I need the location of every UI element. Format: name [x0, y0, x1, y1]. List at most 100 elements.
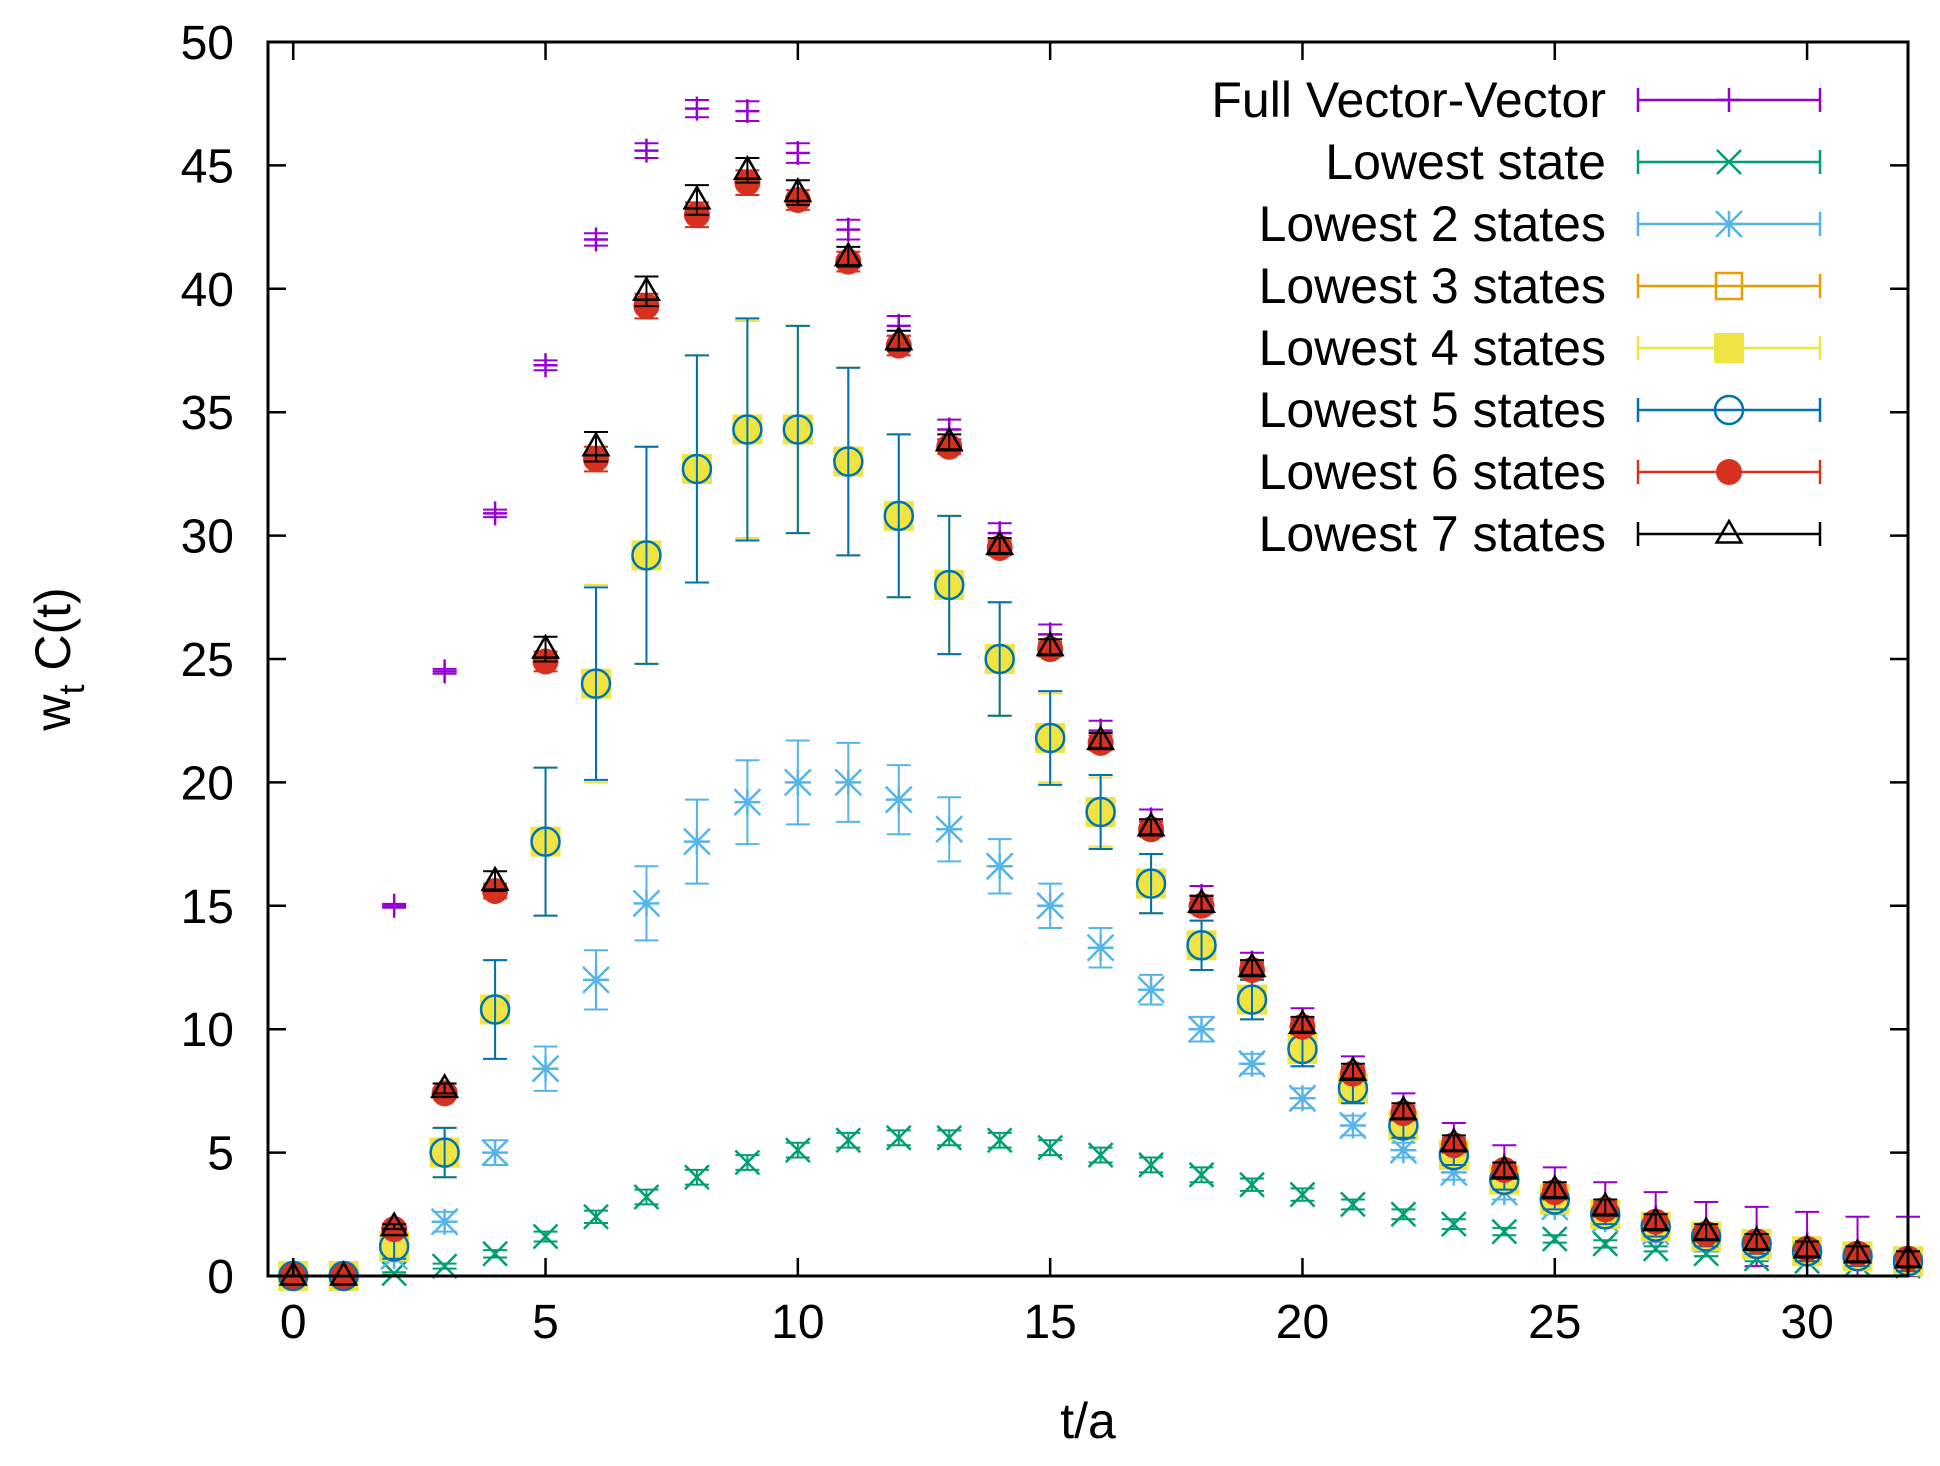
legend-entry-6: Lowest 5 states [1259, 382, 1822, 438]
data-point [479, 994, 511, 1025]
data-point [1338, 1055, 1368, 1081]
data-point [1592, 1231, 1619, 1257]
data-point [1036, 891, 1065, 920]
legend-label: Lowest 4 states [1259, 320, 1606, 376]
data-point [1843, 1238, 1873, 1264]
legend-entry-3: Lowest 2 states [1259, 196, 1822, 252]
legend-label: Lowest 2 states [1259, 196, 1606, 252]
data-point [634, 138, 659, 163]
legend-entry-4: Lowest 3 states [1259, 258, 1822, 314]
data-point [1136, 811, 1166, 837]
series-8 [278, 154, 1923, 1286]
data-point [1187, 887, 1217, 914]
data-point [631, 540, 662, 571]
x-tick-label: 30 [1780, 1296, 1833, 1349]
data-point [1086, 933, 1115, 962]
error-bar [836, 366, 861, 557]
legend-entry-7: Lowest 6 states [1259, 444, 1822, 500]
error-bar [886, 433, 911, 599]
data-point [580, 668, 612, 699]
data-point [1037, 1134, 1064, 1161]
data-point [833, 446, 864, 477]
error-bar [785, 324, 810, 535]
data-point [430, 1207, 459, 1236]
y-tick-label: 45 [181, 140, 234, 193]
data-point [682, 184, 712, 210]
legend-label: Lowest 5 states [1259, 382, 1606, 438]
legend-entry-8: Lowest 7 states [1259, 506, 1822, 562]
y-axis-label: wt C(t) [25, 587, 92, 731]
data-point [1239, 1171, 1265, 1198]
y-tick-label: 50 [181, 17, 234, 70]
data-point [584, 227, 608, 252]
data-point [1236, 984, 1268, 1015]
data-point [1390, 1201, 1417, 1228]
y-tick-label: 35 [181, 387, 234, 440]
data-point [836, 217, 861, 242]
data-point [883, 500, 915, 532]
data-point [1491, 1218, 1518, 1245]
data-point [1289, 1181, 1316, 1208]
data-point [530, 826, 561, 857]
data-point [429, 1137, 460, 1168]
data-point [985, 852, 1014, 881]
legend-entry-5: Lowest 4 states [1259, 320, 1822, 376]
data-point [631, 275, 661, 301]
x-tick-label: 25 [1528, 1296, 1581, 1349]
data-point [1186, 930, 1217, 961]
error-bar [987, 601, 1012, 717]
error-bar [1189, 919, 1214, 971]
data-point [985, 529, 1015, 556]
y-axis-label-suffix: C(t) [25, 587, 81, 684]
data-point [533, 353, 558, 378]
x-tick-label: 10 [771, 1296, 824, 1349]
data-point [1035, 631, 1065, 657]
legend-marker [1717, 88, 1741, 112]
data-point [1034, 722, 1066, 754]
error-bar [533, 766, 558, 917]
legend-marker [1714, 518, 1744, 544]
data-point [1540, 1174, 1570, 1200]
data-point [1389, 1136, 1418, 1165]
data-point [531, 633, 561, 659]
data-point [934, 426, 964, 452]
data-point [1137, 975, 1165, 1004]
data-point [1792, 1233, 1822, 1259]
data-point [1340, 1191, 1366, 1218]
data-point [1138, 1152, 1164, 1178]
legend-entry-2: Lowest state [1325, 134, 1822, 190]
data-point [482, 1240, 508, 1267]
data-point [684, 96, 709, 121]
error-bar [937, 514, 962, 656]
data-point [582, 965, 610, 994]
data-point [732, 154, 762, 181]
data-point [783, 177, 813, 203]
y-tick-label: 0 [207, 1251, 234, 1304]
data-point [833, 241, 863, 267]
error-bar [483, 870, 508, 892]
data-point [733, 788, 762, 817]
error-bar [1139, 852, 1164, 915]
data-point [1087, 1142, 1114, 1168]
y-tick-label: 10 [181, 1004, 234, 1057]
error-bar [584, 586, 608, 781]
data-point [532, 1223, 559, 1250]
legend-label: Lowest 3 states [1259, 258, 1606, 314]
error-bar [735, 317, 760, 542]
data-point [884, 325, 914, 351]
legend-marker [1713, 394, 1745, 426]
data-point [1188, 1161, 1215, 1188]
data-point [581, 431, 611, 457]
data-point [481, 1138, 509, 1167]
error-bar [684, 354, 709, 584]
data-point [785, 141, 810, 166]
legend-entry-1: Full Vector-Vector [1211, 72, 1822, 128]
data-point [835, 1127, 862, 1154]
data-point [1439, 1158, 1468, 1187]
data-point [1590, 1191, 1620, 1217]
data-point [884, 785, 913, 814]
data-point [382, 893, 407, 918]
data-point [430, 1072, 460, 1099]
legend-label: Lowest 7 states [1259, 506, 1606, 562]
